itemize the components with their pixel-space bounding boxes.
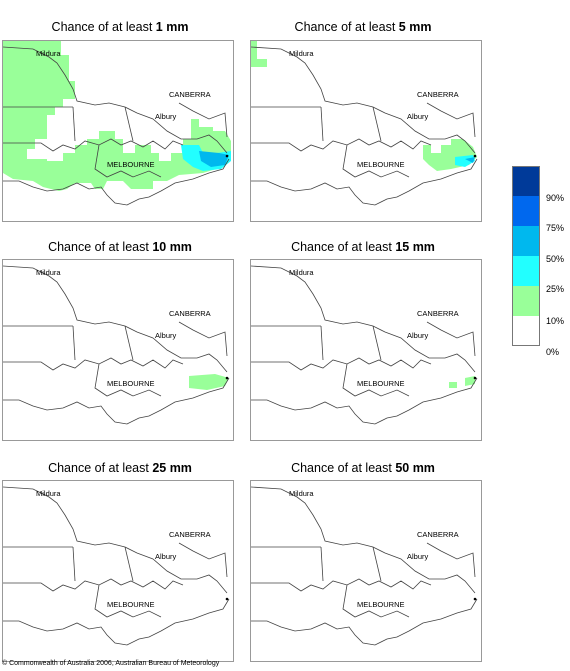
panel-title-5mm: Chance of at least 5 mm [294,20,432,34]
panel-title-1mm: Chance of at least 1 mm [51,20,189,34]
shade-hole [47,123,63,147]
shade-west-10pct [3,41,231,191]
panel-title-25mm: Chance of at least 25 mm [48,461,192,475]
place-mildura: Mildura [289,49,314,58]
legend-tick-90: 90% [546,193,565,203]
probability-legend [512,166,540,346]
map-50mm: Mildura CANBERRA Albury MELBOURNE [250,480,482,662]
rain-shading-5mm [251,41,477,171]
shade-hole-2 [27,149,47,159]
place-canberra: CANBERRA [417,309,459,318]
place-mildura: Mildura [289,489,314,498]
place-canberra: CANBERRA [169,530,211,539]
place-mildura: Mildura [36,489,61,498]
map-10mm: Mildura CANBERRA Albury MELBOURNE [2,259,234,441]
place-melbourne: MELBOURNE [107,160,155,169]
place-mildura: Mildura [36,49,61,58]
legend-swatch-0 [512,316,540,346]
legend-tick-50: 50% [546,254,565,264]
legend-swatch-90 [512,166,540,196]
boundaries-50mm [251,486,478,646]
map-15mm: Mildura CANBERRA Albury MELBOURNE [250,259,482,441]
legend-tick-10: 10% [546,316,565,326]
boundaries-1mm [3,46,230,206]
place-mildura: Mildura [289,268,314,277]
boundaries-15mm [251,265,478,425]
place-canberra: CANBERRA [169,309,211,318]
map-1mm: Mildura CANBERRA Albury MELBOURNE [2,40,234,222]
place-mildura: Mildura [36,268,61,277]
panel-title-10mm: Chance of at least 10 mm [48,240,192,254]
boundaries-25mm [3,486,230,646]
boundaries-10mm [3,265,230,425]
legend-tick-25: 25% [546,284,565,294]
place-melbourne: MELBOURNE [357,160,405,169]
rain-shading-10mm [189,374,229,390]
place-albury: Albury [155,552,177,561]
copyright-footer: © Commonwealth of Australia 2006, Austra… [2,660,220,667]
panel-title-50mm: Chance of at least 50 mm [291,461,435,475]
map-25mm: Mildura CANBERRA Albury MELBOURNE [2,480,234,662]
place-melbourne: MELBOURNE [357,379,405,388]
legend-swatch-50 [512,226,540,256]
boundaries-5mm [251,46,478,206]
legend-tick-75: 75% [546,223,565,233]
rain-shading-15mm [449,376,475,388]
place-canberra: CANBERRA [417,90,459,99]
legend-tick-0: 0% [546,347,560,357]
place-albury: Albury [407,552,429,561]
place-albury: Albury [407,331,429,340]
place-albury: Albury [155,112,177,121]
place-albury: Albury [407,112,429,121]
place-canberra: CANBERRA [169,90,211,99]
place-melbourne: MELBOURNE [107,379,155,388]
legend-swatch-25 [512,256,540,286]
rain-shading-1mm [3,41,231,191]
place-melbourne: MELBOURNE [357,600,405,609]
place-melbourne: MELBOURNE [107,600,155,609]
legend-swatch-75 [512,196,540,226]
legend-swatch-10 [512,286,540,316]
place-albury: Albury [155,331,177,340]
place-canberra: CANBERRA [417,530,459,539]
panel-title-15mm: Chance of at least 15 mm [291,240,435,254]
shade-east-50pct [199,151,229,167]
map-5mm: Mildura CANBERRA Albury MELBOURNE [250,40,482,222]
